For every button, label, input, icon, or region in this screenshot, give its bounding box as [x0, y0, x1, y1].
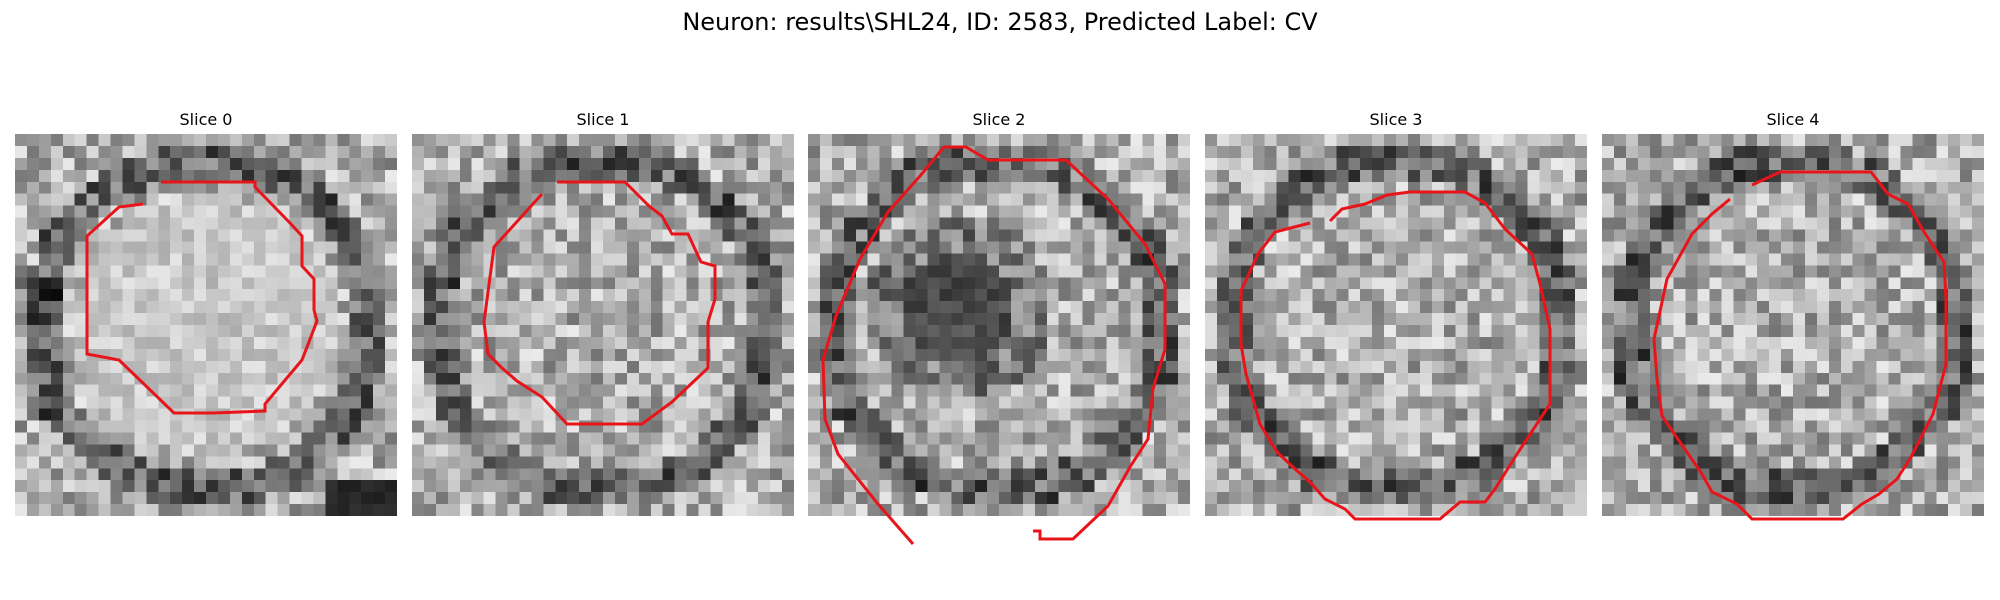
- segmentation-contour: [1239, 190, 1552, 521]
- slice-title: Slice 0: [179, 110, 233, 129]
- segmentation-contour: [821, 145, 1167, 545]
- slice-image: [808, 134, 1190, 516]
- slice-panel-1: Slice 1: [412, 110, 794, 516]
- slice-title: Slice 2: [972, 110, 1026, 129]
- slice-image: [15, 134, 397, 516]
- slice-image: [1602, 134, 1984, 516]
- figure-title: Neuron: results\SHL24, ID: 2583, Predict…: [682, 8, 1318, 36]
- slice-image: [1205, 134, 1587, 516]
- slice-panel-3: Slice 3: [1205, 110, 1587, 521]
- segmentation-contour: [482, 180, 717, 426]
- segmentation-contour: [1652, 170, 1948, 521]
- slice-title: Slice 1: [576, 110, 630, 129]
- slice-title: Slice 3: [1369, 110, 1423, 129]
- slice-image: [412, 134, 794, 516]
- slice-panel-0: Slice 0: [15, 110, 397, 516]
- slice-panel-2: Slice 2: [808, 110, 1190, 545]
- slice-title: Slice 4: [1766, 110, 1820, 129]
- segmentation-contour: [85, 180, 319, 415]
- slice-panel-4: Slice 4: [1602, 110, 1984, 521]
